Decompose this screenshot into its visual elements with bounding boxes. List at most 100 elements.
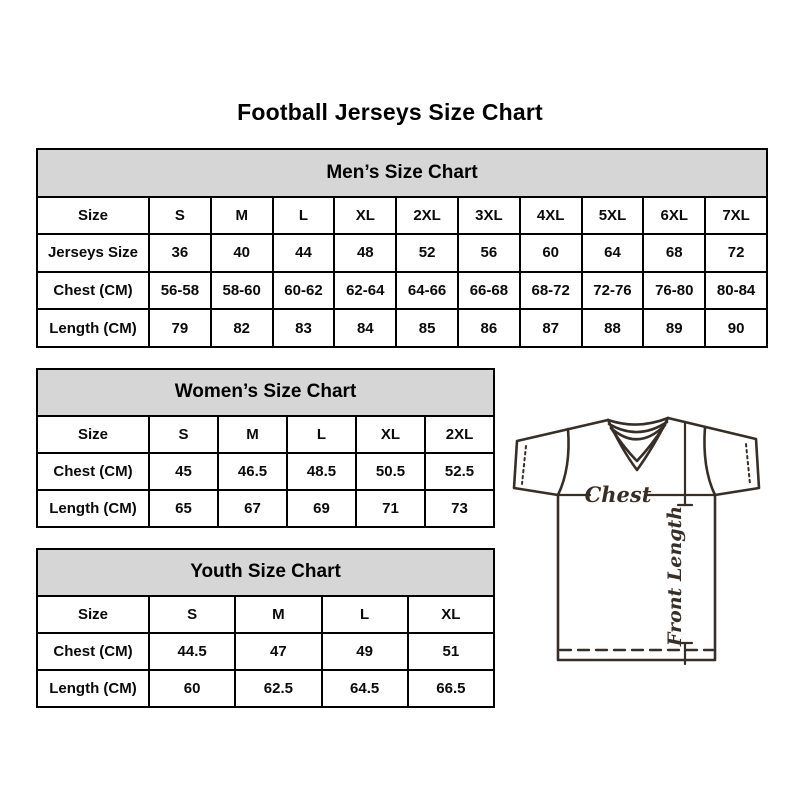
jersey-measurement-diagram: Chest Front Length [503,406,769,674]
size-cell: 36 [148,233,212,273]
size-cell: 46.5 [217,451,288,491]
youth-size-table: Youth Size Chart Size S M L XL Chest (CM) 44.5 4… [36,548,496,709]
size-cell: 50.5 [355,451,426,491]
row-label: Length (CM) [36,488,150,529]
table-row: Chest (CM) 56-58 58-60 60-62 62-64 64-66 66-68… [36,270,768,311]
row-label: Size [36,414,150,454]
size-cell: 49 [320,631,409,671]
size-cell: 62-64 [333,270,398,311]
size-cell: S [148,414,219,454]
size-cell: 56 [456,233,521,273]
size-cell: 87 [518,308,583,348]
size-cell: S [147,594,237,634]
table-title-row: Men’s Size Chart [36,148,768,198]
table-title: Women’s Size Chart [36,368,495,417]
left-sleeve-seam [556,427,570,497]
table-row: Size S M L XL 2XL [36,414,495,454]
size-cell: 52.5 [424,451,495,491]
size-cell: 5XL [580,195,645,236]
size-cell: 2XL [424,414,495,454]
table-row: Length (CM) 60 62.5 64.5 66.5 [36,668,496,709]
size-cell: L [320,594,409,634]
size-cell: 52 [395,233,459,273]
size-cell: 47 [234,631,323,671]
right-cuff-stitch [745,443,751,485]
size-cell: M [217,414,288,454]
size-cell: 3XL [456,195,521,236]
size-cell: S [148,195,212,236]
size-cell: 69 [286,488,357,529]
size-cell: 60-62 [271,270,336,311]
size-cell: 72 [704,233,768,273]
vneck-inner [609,423,667,463]
size-cell: 80-84 [704,270,768,311]
table-row: Size S M L XL 2XL 3XL 4XL 5XL 6XL 7XL [36,195,768,236]
size-cell: 48 [333,233,398,273]
row-label: Size [36,195,150,236]
row-label: Size [36,594,150,634]
size-cell: 66.5 [406,668,496,709]
size-cell: 6XL [642,195,707,236]
size-cell: 90 [704,308,768,348]
size-cell: 73 [424,488,495,529]
size-cell: 68 [642,233,707,273]
size-cell: XL [406,594,496,634]
mens-size-table: Men’s Size Chart Size S M L XL 2XL 3XL 4XL 5XL 6XL… [36,148,768,348]
size-cell: M [234,594,323,634]
size-cell: 66-68 [456,270,521,311]
size-cell: L [271,195,336,236]
size-cell: L [286,414,357,454]
size-cell: 60 [518,233,583,273]
size-cell: 65 [148,488,219,529]
row-label: Chest (CM) [36,631,150,671]
left-cuff-stitch [521,445,527,485]
row-label: Jerseys Size [36,233,150,273]
row-label: Length (CM) [36,308,150,348]
size-cell: 82 [209,308,274,348]
size-cell: 45 [148,451,219,491]
jersey-outline [512,416,761,662]
collar-inner-arc [609,423,667,441]
size-cell: 64 [580,233,645,273]
row-label: Chest (CM) [36,270,150,311]
size-cell: 44 [271,233,336,273]
table-title: Men’s Size Chart [36,148,768,198]
size-cell: M [209,195,274,236]
size-cell: 48.5 [286,451,357,491]
table-row: Length (CM) 79 82 83 84 85 86 87 88 89 90 [36,308,768,348]
table-row: Jerseys Size 36 40 44 48 52 56 60 64 68 72 [36,233,768,273]
size-cell: 2XL [395,195,459,236]
size-cell: 89 [642,308,707,348]
page-title: Football Jerseys Size Chart [237,99,543,125]
table-title: Youth Size Chart [36,548,495,597]
table-row: Length (CM) 65 67 69 71 73 [36,488,495,529]
size-cell: 60 [147,668,237,709]
size-cell: 62.5 [234,668,323,709]
size-cell: 88 [580,308,645,348]
size-cell: 40 [209,233,274,273]
size-cell: 72-76 [580,270,645,311]
row-label: Length (CM) [36,668,150,709]
size-cell: XL [333,195,398,236]
size-cell: 64.5 [320,668,409,709]
size-cell: 56-58 [148,270,212,311]
row-label: Chest (CM) [36,451,150,491]
table-title-row: Women’s Size Chart [36,368,495,417]
size-cell: 7XL [704,195,768,236]
collar-back-arc [606,416,670,426]
size-cell: 64-66 [395,270,459,311]
size-cell: XL [355,414,426,454]
table-title-row: Youth Size Chart [36,548,495,597]
right-sleeve-seam [703,425,717,497]
size-cell: 44.5 [147,631,237,671]
table-row: Chest (CM) 44.5 47 49 51 [36,631,496,671]
collar-mid-arc [607,420,669,434]
size-cell: 51 [406,631,496,671]
jersey-diagram-svg: Chest Front Length [512,416,761,666]
chest-label: Chest [585,482,652,507]
table-row: Chest (CM) 45 46.5 48.5 50.5 52.5 [36,451,495,491]
size-cell: 84 [333,308,398,348]
table-row: Size S M L XL [36,594,496,634]
size-cell: 58-60 [209,270,274,311]
